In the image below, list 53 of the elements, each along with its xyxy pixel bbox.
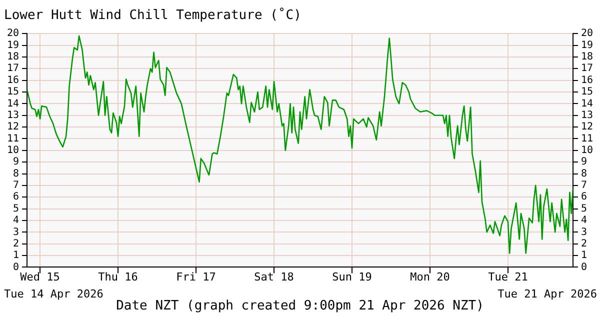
y2-tick-label: 1 <box>580 250 587 262</box>
y2-tick-label: 7 <box>580 180 587 192</box>
y2-tick-label: 20 <box>580 28 594 40</box>
y-tick-label: 18 <box>6 52 20 63</box>
y2-tick-label: 8 <box>580 168 587 180</box>
y-tick-label: 15 <box>6 86 20 98</box>
y2-tick-label: 16 <box>580 74 594 86</box>
y-tick-label: 9 <box>13 156 20 168</box>
y-tick-label: 8 <box>13 168 20 180</box>
y-tick-label: 12 <box>6 122 20 133</box>
y-tick-label: 17 <box>6 63 20 74</box>
y2-tick-label: 19 <box>580 40 594 51</box>
y2-tick-label: 17 <box>580 63 594 74</box>
y2-tick-label: 10 <box>580 144 594 156</box>
y-tick-label: 1 <box>13 250 20 262</box>
x-tick-label: Sun 19 <box>332 270 372 284</box>
chart-title: Lower Hutt Wind Chill Temperature (˚C) <box>4 7 302 24</box>
text: Tue 21 Apr 2026 <box>498 288 597 301</box>
x-axis-title: Date NZT (graph created 9:00pm 21 Apr 2026 NZT) <box>116 298 484 314</box>
y2-tick-label: 0 <box>580 262 587 273</box>
y2-tick-label: 3 <box>580 226 587 238</box>
y-tick-label: 5 <box>13 203 20 214</box>
y2-tick-label: 4 <box>580 215 587 226</box>
y2-tick-label: 14 <box>580 98 594 110</box>
y2-tick-label: 9 <box>580 156 587 168</box>
y-tick-label: 0 <box>13 262 20 273</box>
x-tick-label: Fri 17 <box>176 270 216 284</box>
text: Tue 14 Apr 2026 <box>4 288 104 301</box>
x-tick-label: Mon 20 <box>410 270 450 284</box>
y-tick-label: 3 <box>13 226 20 238</box>
y2-tick-label: 5 <box>580 203 587 214</box>
x-tick-label: Wed 15 <box>20 270 60 284</box>
y-tick-label: 13 <box>6 110 20 121</box>
x-tick-label: Sat 18 <box>254 270 294 284</box>
y2-tick-label: 13 <box>580 110 594 121</box>
y-tick-label: 20 <box>6 28 20 40</box>
y-tick-label: 4 <box>13 215 20 226</box>
y-tick-label: 11 <box>6 133 20 144</box>
y-tick-label: 6 <box>13 192 20 203</box>
y2-tick-label: 6 <box>580 192 587 203</box>
y-tick-label: 19 <box>6 40 20 51</box>
y2-tick-label: 2 <box>580 238 587 250</box>
x-tick-label: Tue 21 <box>488 270 528 284</box>
y2-tick-label: 11 <box>580 133 594 144</box>
y2-tick-label: 12 <box>580 122 594 133</box>
y-tick-label: 16 <box>6 74 20 86</box>
y-tick-label: 10 <box>6 144 20 156</box>
y2-tick-label: 15 <box>580 86 594 98</box>
y-tick-label: 2 <box>13 238 20 250</box>
x-tick-label: Thu 16 <box>98 270 138 284</box>
y-tick-label: 7 <box>13 180 20 192</box>
y-tick-label: 14 <box>6 98 20 110</box>
y2-tick-label: 18 <box>580 52 594 63</box>
